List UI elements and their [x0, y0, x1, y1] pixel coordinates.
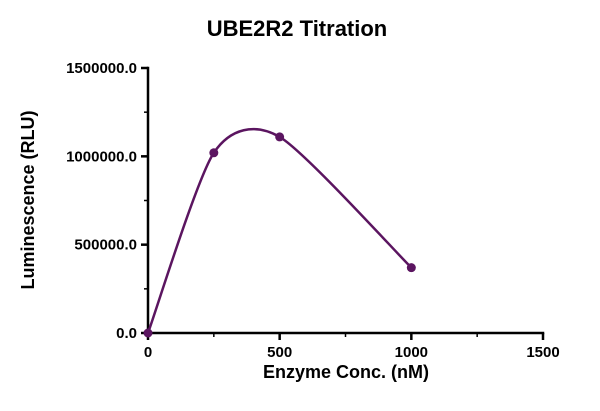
x-tick-label: 0	[144, 344, 152, 361]
data-point-marker	[209, 148, 219, 158]
y-tick-label: 1500000.0	[66, 60, 137, 77]
x-tick-label: 1500	[526, 344, 559, 361]
x-tick-label: 1000	[395, 344, 428, 361]
data-point-marker	[275, 132, 285, 142]
axes	[146, 66, 545, 335]
y-tick-label: 500000.0	[74, 237, 137, 254]
x-axis-label: Enzyme Conc. (nM)	[262, 362, 429, 382]
x-tick-label: 500	[267, 344, 292, 361]
titration-curve	[146, 127, 413, 335]
data-point-marker	[143, 328, 153, 338]
y-tick-label: 1000000.0	[66, 148, 137, 165]
data-point-marker	[406, 263, 416, 273]
y-tick-label: 0.0	[116, 325, 137, 342]
chart-title: UBE2R2 Titration	[206, 16, 388, 41]
